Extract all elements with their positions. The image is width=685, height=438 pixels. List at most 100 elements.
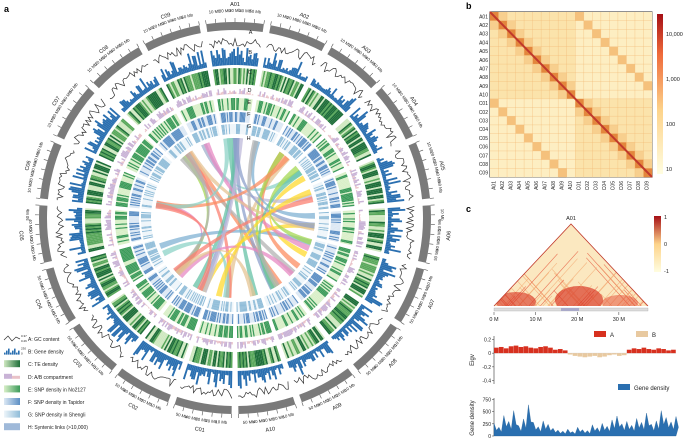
snp-density-cell (243, 112, 246, 123)
ab-compartment-bar (353, 254, 358, 258)
hic-block (549, 107, 559, 117)
gene-density-bar (113, 315, 118, 320)
syntenic-link (247, 139, 280, 288)
gene-density-bar (135, 341, 146, 355)
hic-block (634, 46, 644, 56)
snp-density-cell (308, 149, 317, 157)
te-density-cell (311, 326, 323, 341)
tick-mark (376, 79, 380, 83)
snp-density-cell (142, 286, 153, 296)
snp-density-cell (119, 246, 132, 251)
hic-block (617, 107, 627, 117)
snp-density-cell (281, 301, 288, 311)
hic-block (507, 38, 516, 47)
snp-density-cell (186, 289, 193, 300)
snp-density-cell (211, 323, 215, 336)
snp-density-cell (298, 272, 307, 281)
gene-density-bar (214, 369, 219, 388)
gd-legend-label: Gene density (634, 386, 669, 392)
ab-compartment-bar (273, 100, 276, 101)
te-density-cell (125, 309, 139, 323)
snp-density-cell (129, 217, 140, 219)
snp-density-cell (257, 298, 261, 309)
hic-block (600, 29, 610, 39)
gene-density-bar (260, 368, 264, 381)
hic-block (515, 29, 525, 39)
te-density-cell (359, 161, 375, 170)
ab-compartment-bar (131, 288, 135, 292)
snp-density-cell (117, 193, 130, 198)
ab-compartment-bar (263, 338, 267, 346)
snp-density-cell (330, 219, 341, 221)
gene-density-bar (166, 355, 170, 361)
snp-density-cell (150, 132, 160, 142)
snp-density-cell (171, 309, 180, 321)
ab-compartment-bar (125, 150, 130, 154)
tick-label: 50 Mb (25, 208, 30, 220)
ab-compartment-bar (298, 107, 302, 113)
hic-colorbar-tick: 10,000 (666, 32, 683, 38)
te-density-cell (351, 143, 366, 153)
snp-density-cell (293, 150, 301, 158)
ab-compartment-bar (358, 214, 361, 216)
gene-density-bar (206, 368, 210, 378)
te-density-cell (94, 163, 111, 171)
snp-density-cell (218, 312, 222, 323)
tick-mark (339, 48, 342, 53)
ab-compartment-bar (287, 99, 292, 107)
gene-density-bar (102, 123, 111, 130)
snp-density-cell (157, 283, 166, 291)
snp-density-cell (284, 127, 292, 137)
gene-density-bar (384, 249, 389, 253)
gene-density-bar (187, 67, 191, 73)
hic-block (532, 12, 542, 21)
snp-density-cell (244, 98, 248, 111)
gene-density-bar (113, 317, 121, 324)
snp-density-cell (333, 261, 345, 268)
gene-density-bar (370, 287, 376, 292)
ab-compartment-bar (199, 96, 202, 100)
te-density-cell (241, 351, 245, 368)
te-density-cell (203, 349, 209, 366)
snp-density-cell (168, 307, 177, 319)
gene-density-bar (71, 234, 84, 238)
gene-density-bar (247, 56, 250, 66)
te-density-cell (268, 72, 274, 89)
snp-density-cell (259, 101, 264, 114)
ab-compartment-bar (120, 154, 127, 159)
te-density-cell (147, 326, 159, 341)
ab-compartment-bar (196, 336, 200, 343)
tick-mark (44, 278, 49, 281)
hic-block (541, 72, 550, 82)
snp-density-cell (289, 281, 297, 290)
ab-compartment-bar (272, 97, 275, 101)
gene-density-bar (106, 305, 111, 309)
hic-block (498, 168, 508, 178)
te-density-cell (201, 348, 207, 365)
ab-compartment-bar (289, 100, 294, 108)
ab-compartment-bar (109, 193, 114, 196)
hic-block (634, 124, 644, 134)
legend-label: B: Gene density (28, 350, 64, 356)
syntenic-link (173, 196, 314, 274)
te-density-cell (90, 253, 107, 260)
ab-compartment-bar (171, 325, 175, 330)
snp-density-cell (293, 134, 302, 143)
te-density-cell (226, 68, 229, 85)
hic-block (490, 20, 499, 30)
tick-label: 10 Mb (343, 382, 356, 393)
snp-density-cell (282, 140, 290, 150)
te-density-cell (358, 160, 375, 168)
te-density-cell (91, 171, 108, 178)
hic-col-label: C05 (611, 181, 617, 190)
snp-density-cell (156, 164, 166, 172)
gene-density-bar (313, 83, 317, 88)
snp-density-cell (142, 202, 153, 205)
snp-density-cell (290, 147, 299, 157)
hic-block (575, 81, 584, 91)
snp-density-cell (296, 290, 305, 299)
te-density-cell (100, 277, 116, 286)
te-density-cell (309, 328, 320, 343)
snp-density-cell (216, 125, 220, 136)
gene-density-bar (168, 357, 174, 365)
